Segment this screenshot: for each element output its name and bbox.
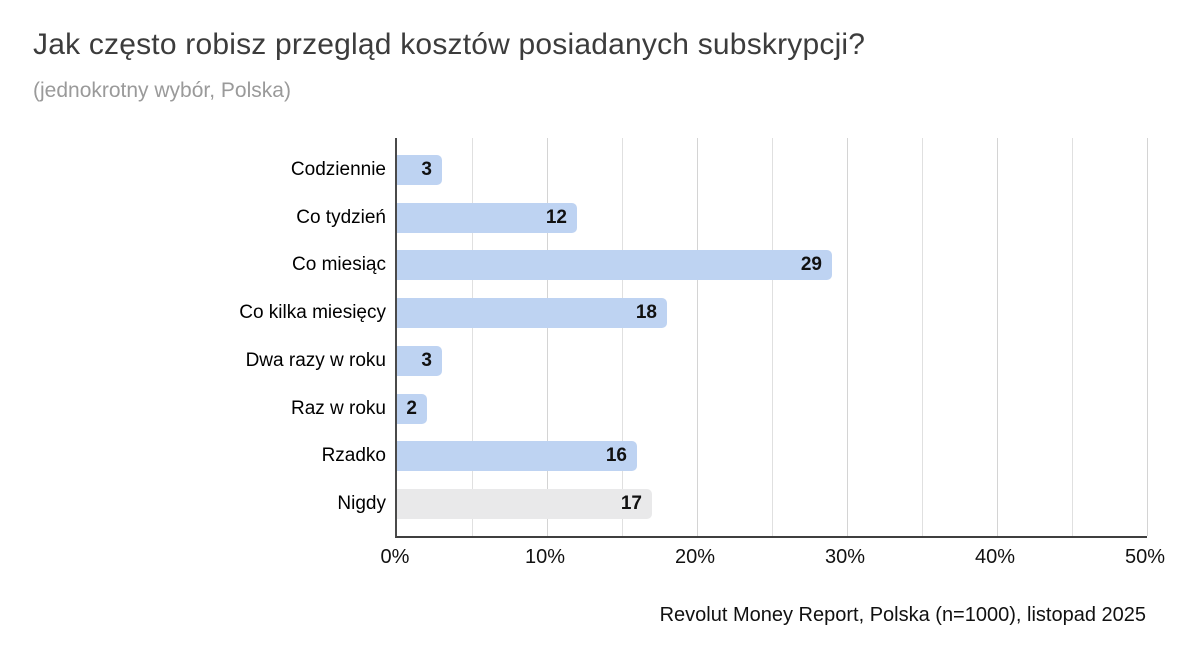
bar: 29 — [397, 250, 832, 281]
x-tick-label: 40% — [974, 546, 1016, 568]
gridline-40 — [997, 138, 998, 536]
category-label: Raz w roku — [290, 397, 386, 419]
x-tick-label: 50% — [1124, 546, 1166, 568]
category-label: Rzadko — [321, 445, 386, 467]
bar-value-label: 3 — [421, 349, 432, 371]
bar-value-label: 2 — [406, 397, 417, 419]
bar-row: Co tydzień 12 — [296, 194, 1147, 242]
bar: 2 — [397, 393, 427, 424]
gridline-20 — [697, 138, 698, 536]
bar-row: Codziennie 3 — [291, 146, 1147, 194]
gridline-25 — [772, 138, 773, 536]
bar: 18 — [397, 298, 667, 329]
x-tick-label: 30% — [824, 546, 866, 568]
bar-row: Raz w roku 2 — [291, 385, 1147, 433]
category-label: Codziennie — [290, 158, 386, 180]
bar-row: Rzadko 16 — [322, 433, 1147, 481]
bar-value-label: 18 — [635, 302, 657, 324]
gridline-30 — [847, 138, 848, 536]
gridline-15 — [622, 138, 623, 536]
bar: 3 — [397, 154, 442, 185]
bar: 17 — [397, 489, 652, 520]
bar-value-label: 17 — [620, 493, 642, 515]
category-label: Co miesiąc — [292, 254, 386, 276]
bar-value-label: 12 — [545, 206, 567, 228]
bar-value-label: 16 — [605, 445, 627, 467]
x-tick-label: 10% — [524, 546, 566, 568]
gridline-45 — [1072, 138, 1073, 536]
gridline-50 — [1147, 138, 1148, 536]
category-label: Co kilka miesięcy — [239, 302, 386, 324]
bar-row: Nigdy 17 — [337, 480, 1147, 528]
bar: 16 — [397, 441, 637, 472]
bar-rows: Codziennie 3 Co tydzień 12 Co miesiąc 29 Co ki… — [239, 138, 1147, 536]
x-tick-label: 0% — [380, 546, 410, 568]
bar: 12 — [397, 202, 577, 233]
category-label: Nigdy — [337, 493, 386, 515]
bar: 3 — [397, 345, 442, 376]
category-label: Co tydzień — [296, 206, 386, 228]
gridline-35 — [922, 138, 923, 536]
bar-row: Dwa razy w roku 3 — [246, 337, 1147, 385]
source-caption: Revolut Money Report, Polska (n=1000), l… — [659, 604, 1146, 626]
bar-row: Co kilka miesięcy 18 — [239, 289, 1147, 337]
x-axis-ticks: 0% 10% 20% 30% 40% 50% — [381, 546, 1165, 572]
bar-row: Co miesiąc 29 — [292, 242, 1147, 290]
chart-title: Jak często robisz przegląd kosztów posia… — [33, 28, 866, 61]
x-tick-label: 20% — [674, 546, 716, 568]
bar-value-label: 29 — [800, 254, 822, 276]
bar-value-label: 3 — [421, 158, 432, 180]
gridline-5 — [472, 138, 473, 536]
plot-area: Codziennie 3 Co tydzień 12 Co miesiąc 29 Co ki… — [239, 138, 1148, 538]
category-label: Dwa razy w roku — [245, 349, 386, 371]
chart-subtitle: (jednokrotny wybór, Polska) — [33, 79, 291, 102]
gridline-10 — [547, 138, 548, 536]
